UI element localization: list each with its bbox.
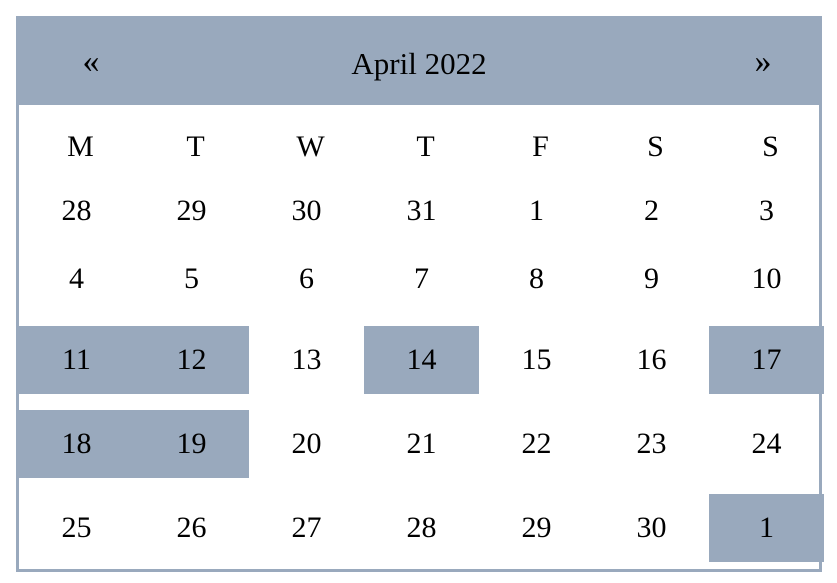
day-cell[interactable]: 24 xyxy=(751,427,782,460)
calendar-widget: « April 2022 » M T W T F S S 28 29 30 31 1 2 3… xyxy=(16,16,824,572)
day-cell[interactable]: 28 xyxy=(61,194,92,227)
weekday-label: T xyxy=(416,130,435,163)
day-cell[interactable]: 8 xyxy=(529,262,544,295)
weekday-label: S xyxy=(647,130,664,163)
day-cell[interactable]: 11 xyxy=(19,326,134,394)
day-cell[interactable]: 21 xyxy=(406,427,437,460)
day-cell[interactable]: 4 xyxy=(69,262,84,295)
day-cell[interactable]: 9 xyxy=(644,262,659,295)
day-cell[interactable]: 3 xyxy=(759,194,774,227)
day-cell[interactable]: 17 xyxy=(709,326,824,394)
day-cell[interactable]: 25 xyxy=(61,511,92,544)
day-cell[interactable]: 30 xyxy=(291,194,322,227)
day-cell[interactable]: 10 xyxy=(751,262,782,295)
day-cell[interactable]: 18 xyxy=(19,410,134,478)
day-cell[interactable]: 14 xyxy=(364,326,479,394)
day-cell[interactable]: 19 xyxy=(134,410,249,478)
day-cell[interactable]: 6 xyxy=(299,262,314,295)
day-cell[interactable]: 5 xyxy=(184,262,199,295)
day-cell[interactable]: 7 xyxy=(414,262,429,295)
weekday-label: W xyxy=(296,130,325,163)
day-cell[interactable]: 26 xyxy=(176,511,207,544)
day-cell[interactable]: 1 xyxy=(709,494,824,562)
day-cell[interactable]: 15 xyxy=(521,343,552,376)
month-year-title: April 2022 xyxy=(351,46,487,81)
weekday-label: S xyxy=(762,130,779,163)
day-cell[interactable]: 13 xyxy=(291,343,322,376)
day-cell[interactable]: 16 xyxy=(636,343,667,376)
day-cell[interactable]: 28 xyxy=(406,511,437,544)
day-cell[interactable]: 20 xyxy=(291,427,322,460)
next-month-button[interactable]: » xyxy=(754,43,772,80)
day-cell[interactable]: 1 xyxy=(529,194,544,227)
day-cell[interactable]: 23 xyxy=(636,427,667,460)
day-cell[interactable]: 30 xyxy=(636,511,667,544)
day-cell[interactable]: 22 xyxy=(521,427,552,460)
day-cell[interactable]: 27 xyxy=(291,511,322,544)
day-cell[interactable]: 31 xyxy=(406,194,437,227)
weekday-label: T xyxy=(186,130,205,163)
calendar-header: « April 2022 » xyxy=(19,19,819,105)
day-cell[interactable]: 2 xyxy=(644,194,659,227)
day-cell[interactable]: 12 xyxy=(134,326,249,394)
weekday-label: F xyxy=(532,130,549,163)
prev-month-button[interactable]: « xyxy=(82,43,100,80)
weekday-label: M xyxy=(67,130,94,163)
day-cell[interactable]: 29 xyxy=(176,194,207,227)
day-cell[interactable]: 29 xyxy=(521,511,552,544)
